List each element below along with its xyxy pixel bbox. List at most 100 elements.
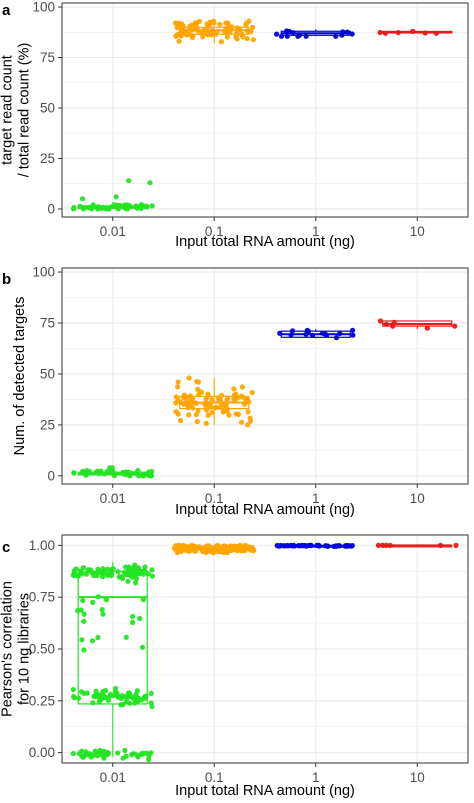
group-0_01 <box>70 178 155 212</box>
data-point <box>186 375 192 381</box>
y-tick-label: 100 <box>32 265 55 280</box>
x-tick-label: 1 <box>312 491 320 506</box>
data-point <box>149 573 155 579</box>
data-point <box>175 384 181 390</box>
data-point <box>115 750 121 756</box>
data-point <box>98 693 104 699</box>
y-axis-label: target read count <box>0 55 16 165</box>
data-point <box>234 30 240 36</box>
data-point <box>79 748 85 754</box>
group-0_01 <box>70 561 155 763</box>
data-point <box>173 394 179 400</box>
data-point <box>246 18 252 24</box>
box <box>77 570 148 705</box>
y-tick-label: 25 <box>40 417 55 432</box>
data-point <box>204 394 210 400</box>
data-point <box>70 750 76 757</box>
data-point <box>83 749 89 755</box>
panel-border <box>61 267 469 485</box>
data-point <box>79 637 85 643</box>
data-point <box>190 395 196 401</box>
data-point <box>186 412 192 418</box>
data-point <box>377 318 383 324</box>
plot-background <box>62 268 468 484</box>
data-point <box>233 411 239 417</box>
data-point <box>107 691 114 698</box>
y-tick-label: 0.50 <box>29 642 55 657</box>
data-point <box>127 700 133 706</box>
data-point <box>173 20 179 26</box>
group-0_1 <box>173 375 255 428</box>
data-point <box>119 575 125 582</box>
data-point <box>203 420 209 426</box>
data-point <box>244 36 250 42</box>
y-tick-label: 0 <box>47 468 55 483</box>
data-point <box>245 409 251 415</box>
data-point <box>123 753 129 759</box>
data-point <box>239 384 246 390</box>
x-tick-label: 0.1 <box>205 770 224 785</box>
data-point <box>81 618 87 624</box>
data-point <box>220 409 226 415</box>
data-point <box>133 580 139 586</box>
data-point <box>130 613 136 620</box>
group-10 <box>377 318 458 331</box>
x-tick-label: 10 <box>410 770 425 785</box>
group-10 <box>377 28 453 36</box>
data-point <box>91 694 98 700</box>
x-axis-label: Input total RNA amount (ng) <box>175 783 355 799</box>
x-tick-label: 10 <box>410 224 425 239</box>
data-point <box>231 392 237 398</box>
panel-border <box>61 2 469 218</box>
group-10 <box>375 542 459 549</box>
data-point <box>148 473 154 479</box>
y-axis-label: Pearson's correlation <box>0 581 16 717</box>
data-point <box>177 417 184 424</box>
data-point <box>148 700 154 706</box>
group-1 <box>277 327 356 341</box>
y-axis-label: for 10 ng libraries <box>17 593 33 705</box>
data-point <box>224 34 231 40</box>
x-tick-label: 0.1 <box>205 224 224 239</box>
panel-letter: b <box>2 271 11 288</box>
data-point <box>195 408 201 414</box>
data-point <box>143 750 149 756</box>
y-tick-label: 0.00 <box>29 745 55 760</box>
data-point <box>375 542 382 549</box>
data-point <box>209 410 215 416</box>
data-point <box>81 690 87 696</box>
y-tick-label: 1.00 <box>29 538 55 553</box>
x-tick-label: 0.1 <box>205 491 224 506</box>
data-point <box>210 18 216 24</box>
data-point <box>304 327 310 333</box>
x-tick-label: 0.01 <box>100 770 126 785</box>
data-point <box>95 750 101 757</box>
data-point <box>71 568 77 574</box>
data-point <box>119 693 125 699</box>
data-point <box>148 750 154 756</box>
data-point <box>173 409 179 415</box>
data-point <box>205 24 212 30</box>
x-axis-label: Input total RNA amount (ng) <box>175 502 355 518</box>
data-point <box>217 21 223 27</box>
data-point <box>103 597 109 603</box>
data-point <box>90 599 96 606</box>
group-0_1 <box>173 18 256 45</box>
data-point <box>175 379 181 385</box>
data-point <box>251 547 257 553</box>
data-point <box>70 206 77 212</box>
y-tick-label: 100 <box>32 0 55 15</box>
data-point <box>145 571 151 577</box>
data-point <box>226 412 232 418</box>
data-point <box>90 571 96 577</box>
data-point <box>189 35 196 41</box>
data-point <box>218 39 224 45</box>
y-tick-label: 25 <box>40 151 55 166</box>
y-tick-label: 50 <box>40 100 55 115</box>
data-point <box>71 470 77 476</box>
data-point <box>149 203 155 209</box>
group-1 <box>274 28 355 39</box>
data-point <box>104 468 110 475</box>
x-tick-label: 0.01 <box>100 491 126 506</box>
